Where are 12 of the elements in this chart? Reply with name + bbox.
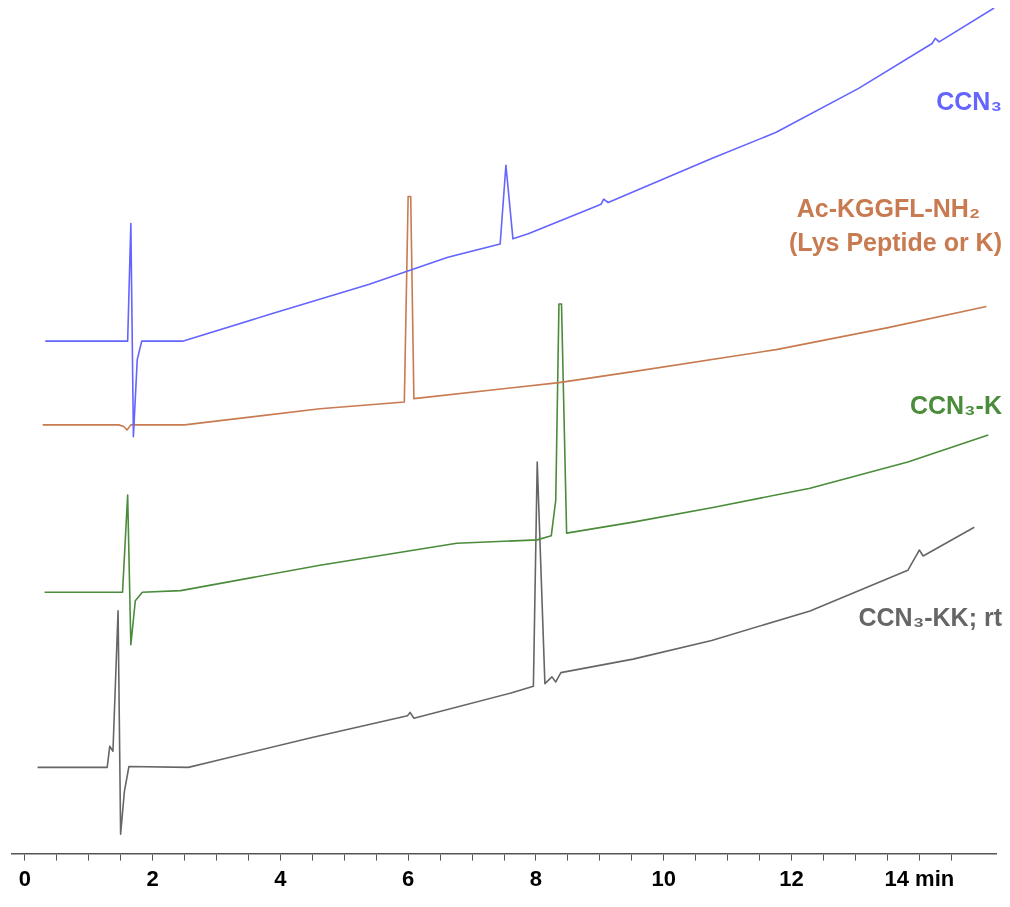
- x-tick-label: 10: [651, 865, 676, 891]
- text: Ac-KGGFL-NH₂ (Lys Peptide or K): [789, 194, 1002, 257]
- x-tick-label: 12: [779, 865, 804, 891]
- x-tick-label: 8: [529, 865, 543, 891]
- x-tick-label: 4: [274, 865, 288, 891]
- x-tick-label: 0: [18, 865, 31, 891]
- x-tick-label: 6: [402, 865, 415, 891]
- x-tick-label: 2: [146, 865, 159, 891]
- x-tick-label: 14 min: [884, 865, 955, 891]
- series-label: CCN₃: [936, 86, 1002, 115]
- series-label: CCN₃-K: [909, 390, 1002, 419]
- series-label: CCN₃-KK; rt: [858, 603, 1003, 632]
